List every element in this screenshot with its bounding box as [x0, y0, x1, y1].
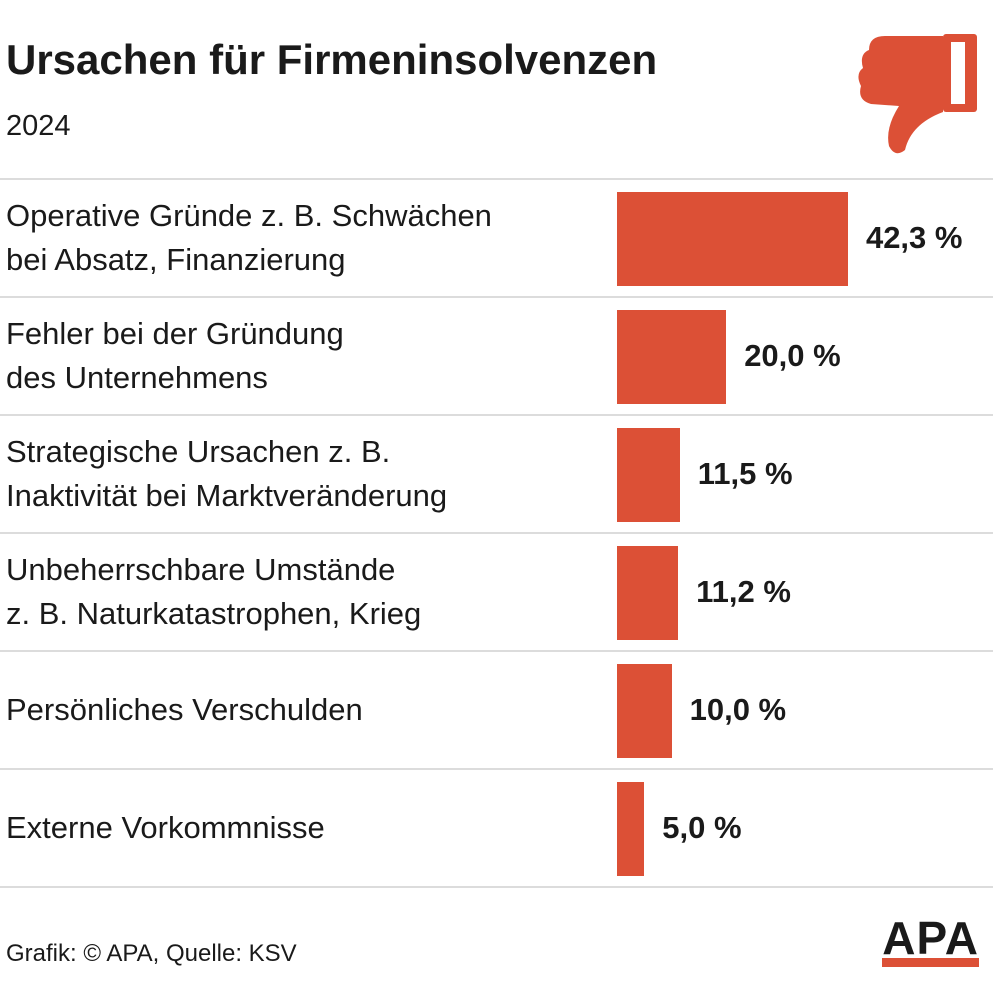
category-label: Unbeherrschbare Umstände z. B. Naturkata…: [6, 552, 422, 631]
row: Persönliches Verschulden 10,0 %: [0, 650, 993, 768]
category-label: Operative Gründe z. B. Schwächen bei Abs…: [6, 198, 492, 277]
value-label: 42,3 %: [865, 220, 963, 255]
row: Unbeherrschbare Umstände z. B. Naturkata…: [0, 532, 993, 650]
chart-title: Ursachen für Firmeninsolvenzen: [6, 36, 658, 83]
category-label: Externe Vorkommnisse: [6, 810, 325, 845]
bar: [617, 664, 672, 758]
chart-subtitle: 2024: [6, 110, 71, 142]
bar: [617, 428, 680, 522]
value-label: 11,2 %: [696, 574, 791, 609]
category-label: Persönliches Verschulden: [6, 692, 363, 727]
row: Externe Vorkommnisse 5,0 %: [0, 768, 993, 888]
bar: [617, 192, 848, 286]
row: Strategische Ursachen z. B. Inaktivität …: [0, 414, 993, 532]
bar-rows: Operative Gründe z. B. Schwächen bei Abs…: [0, 178, 993, 888]
bar: [617, 546, 679, 640]
category-label: Fehler bei der Gründung des Unternehmens: [6, 316, 344, 395]
row: Operative Gründe z. B. Schwächen bei Abs…: [0, 178, 993, 296]
thumbs-down-icon: [858, 34, 977, 154]
value-label: 5,0 %: [662, 810, 742, 845]
bar: [617, 310, 727, 404]
source-note: Grafik: © APA, Quelle: KSV: [6, 940, 297, 967]
value-label: 11,5 %: [697, 456, 793, 491]
value-label: 10,0 %: [689, 692, 787, 727]
category-label: Strategische Ursachen z. B. Inaktivität …: [6, 434, 448, 513]
row: Fehler bei der Gründung des Unternehmens…: [0, 296, 993, 414]
logo: APA: [882, 915, 979, 967]
bar: [617, 782, 645, 876]
value-label: 20,0 %: [744, 338, 841, 373]
